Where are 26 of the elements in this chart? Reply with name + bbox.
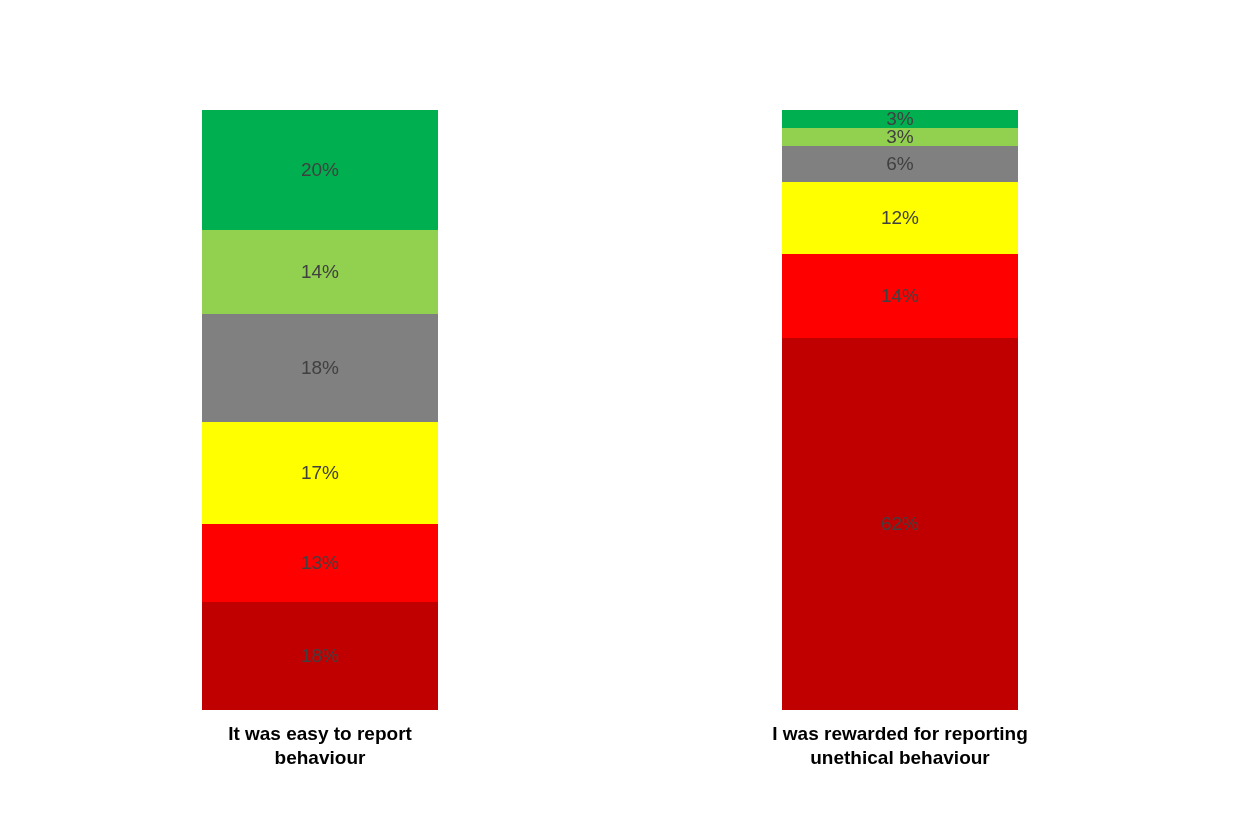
bar bbox=[202, 230, 438, 314]
data-label: 13% bbox=[300, 552, 340, 573]
bar bbox=[202, 314, 438, 422]
data-label: 18% bbox=[300, 645, 340, 666]
x-tick-label: It was easy to report behaviour bbox=[228, 722, 413, 768]
bar bbox=[202, 524, 438, 602]
bar bbox=[202, 110, 438, 230]
x-tick-label: I was rewarded for reporting unethical behaviour bbox=[772, 722, 1028, 768]
bar bbox=[782, 338, 1018, 710]
data-label: 62% bbox=[880, 513, 920, 534]
data-label: 14% bbox=[880, 285, 920, 306]
data-label: 20% bbox=[300, 159, 340, 180]
data-label: 3% bbox=[886, 108, 914, 129]
bar bbox=[782, 146, 1018, 182]
bar bbox=[782, 254, 1018, 338]
data-label: 6% bbox=[886, 153, 914, 174]
data-label: 17% bbox=[300, 462, 340, 483]
data-label: 12% bbox=[880, 207, 920, 228]
data-label: 3% bbox=[886, 126, 914, 147]
bar bbox=[202, 422, 438, 524]
bar bbox=[782, 182, 1018, 254]
bar bbox=[202, 602, 438, 710]
data-label: 18% bbox=[300, 357, 340, 378]
bar bbox=[782, 110, 1018, 128]
data-label: 14% bbox=[300, 261, 340, 282]
bar bbox=[782, 128, 1018, 146]
